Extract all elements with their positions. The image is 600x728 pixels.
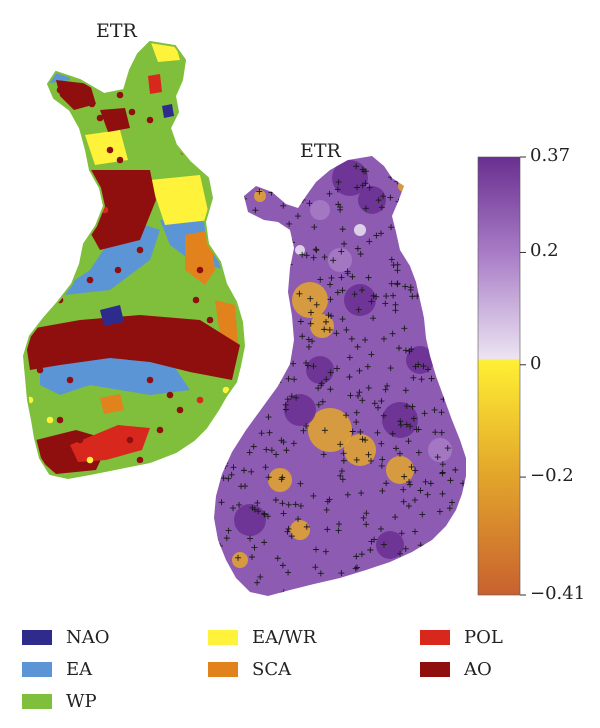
legend-swatch xyxy=(22,661,52,677)
colorbar-tick-label: 0 xyxy=(530,352,542,374)
legend-item-ao: AO xyxy=(420,656,492,682)
legend-label: POL xyxy=(464,626,503,648)
legend-item-eawr: EA/WR xyxy=(208,624,316,650)
legend-swatch xyxy=(22,693,52,709)
colorbar-tick-label: −0.41 xyxy=(530,583,586,604)
colorbar-tick-label: 0.37 xyxy=(530,145,571,166)
legend: NAO EA WP EA/WR SCA POL AO xyxy=(0,616,600,726)
legend-swatch xyxy=(420,629,450,645)
legend-label: AO xyxy=(464,658,492,680)
left-map xyxy=(24,42,244,478)
legend-label: EA xyxy=(66,658,93,680)
legend-label: EA/WR xyxy=(252,626,317,648)
left-map-title: ETR xyxy=(96,20,137,42)
legend-swatch xyxy=(420,661,450,677)
colorbar-tick-label: −0.2 xyxy=(530,465,574,487)
legend-item-wp: WP xyxy=(22,688,97,714)
legend-item-ea: EA xyxy=(22,656,92,682)
colorbar-tick-label: 0.2 xyxy=(530,240,559,262)
legend-swatch xyxy=(208,629,238,645)
legend-label: SCA xyxy=(252,658,292,680)
legend-item-pol: POL xyxy=(420,624,503,650)
legend-swatch xyxy=(208,661,238,677)
right-map xyxy=(214,156,466,596)
legend-item-sca: SCA xyxy=(208,656,291,682)
legend-swatch xyxy=(22,629,52,645)
right-map-title: ETR xyxy=(300,140,341,162)
colorbar xyxy=(477,156,521,596)
legend-label: NAO xyxy=(66,626,110,648)
legend-item-nao: NAO xyxy=(22,624,110,650)
legend-label: WP xyxy=(66,690,97,712)
